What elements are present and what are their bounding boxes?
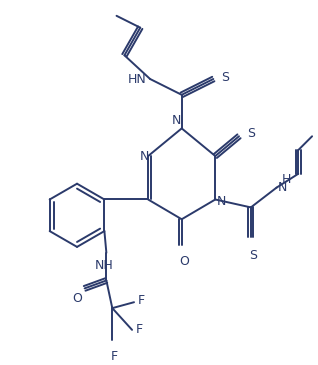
Text: S: S	[249, 249, 257, 262]
Text: O: O	[72, 292, 82, 306]
Text: N: N	[140, 150, 149, 162]
Text: HN: HN	[128, 73, 146, 85]
Text: N: N	[171, 114, 181, 127]
Text: N: N	[216, 195, 226, 208]
Text: S: S	[221, 70, 229, 84]
Text: S: S	[247, 127, 255, 140]
Text: F: F	[111, 350, 118, 362]
Text: O: O	[179, 255, 189, 268]
Text: H: H	[281, 173, 291, 186]
Text: F: F	[135, 323, 142, 337]
Text: NH: NH	[95, 259, 114, 272]
Text: F: F	[137, 294, 144, 307]
Text: N: N	[278, 181, 287, 194]
